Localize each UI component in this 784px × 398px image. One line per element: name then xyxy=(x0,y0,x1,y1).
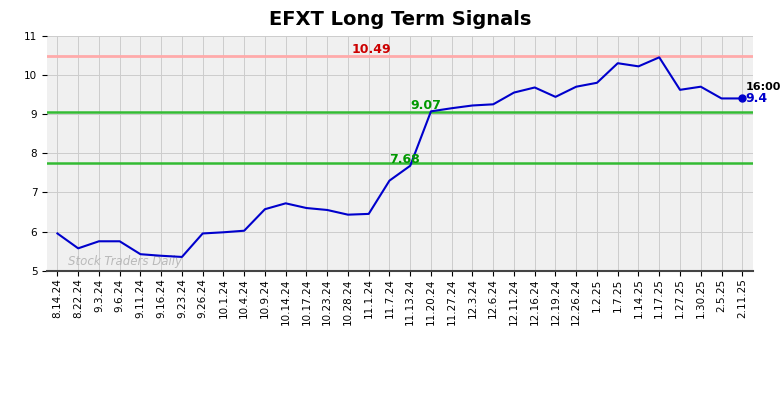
Text: 9.07: 9.07 xyxy=(410,99,441,111)
Text: Stock Traders Daily: Stock Traders Daily xyxy=(67,255,182,268)
Text: 16:00: 16:00 xyxy=(746,82,781,92)
Title: EFXT Long Term Signals: EFXT Long Term Signals xyxy=(269,10,531,29)
Text: 10.49: 10.49 xyxy=(352,43,391,56)
Text: 9.4: 9.4 xyxy=(746,92,768,105)
Text: 7.68: 7.68 xyxy=(390,153,420,166)
